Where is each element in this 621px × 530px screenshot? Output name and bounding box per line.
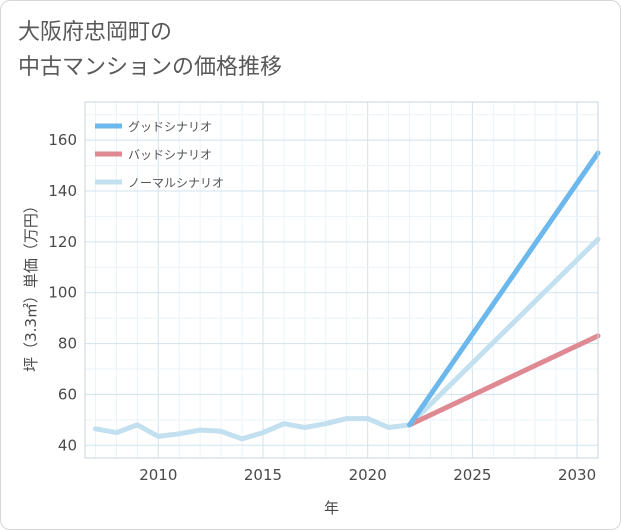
x-tick-label: 2020 [349,466,387,484]
x-tick-label: 2025 [453,466,491,484]
y-tick-label: 100 [48,284,77,302]
y-tick-label: 120 [48,233,77,251]
plot-border [84,101,599,459]
series-line-1 [407,333,601,428]
axes: 40 60 80 100 120 140 160 2010 2015 2020 2025 2030 年 坪… [22,101,599,517]
y-tick-label: 80 [58,335,77,353]
y-tick-label: 40 [58,436,77,454]
chart-title-line-2: 中古マンションの価格推移 [18,55,283,80]
grid [85,102,599,458]
chart-title-line-1: 大阪府忠岡町の [18,20,173,45]
y-tick-label: 140 [48,182,77,200]
x-tick-label: 2030 [558,466,596,484]
series-line-0 [407,150,601,428]
y-tick-label: 160 [48,131,77,149]
series-line-2 [93,236,601,442]
legend-label: バッドシナリオ [128,148,212,162]
x-tick-label: 2010 [139,466,177,484]
legend-label: グッドシナリオ [128,120,212,134]
y-tick-label: 60 [58,385,77,403]
x-axis-title: 年 [324,499,339,517]
y-axis-title: 坪（3.3㎡）単価（万円） [22,198,40,372]
series-lines [93,150,601,442]
x-tick-label: 2015 [244,466,282,484]
chart-title: 大阪府忠岡町の 中古マンションの価格推移 [18,15,282,85]
legend-label: ノーマルシナリオ [128,176,224,190]
